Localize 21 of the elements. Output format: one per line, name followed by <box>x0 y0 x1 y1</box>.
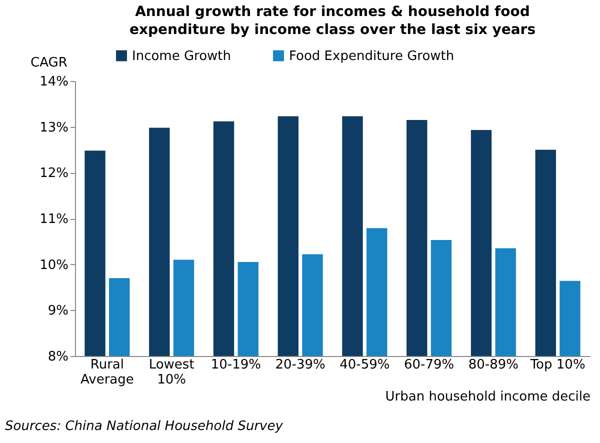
y-tick-label: 10% <box>40 258 68 273</box>
y-tick-label: 8% <box>48 350 68 364</box>
y-tick-label: 14% <box>40 74 68 90</box>
x-tick-label: 80-89% <box>468 358 519 372</box>
y-tick-label: 13% <box>40 120 68 136</box>
x-tick-label: Rural Average <box>80 358 134 388</box>
x-axis-title: Urban household income decile <box>385 390 590 404</box>
source-note: Sources: China National Household Survey <box>5 419 284 434</box>
x-tick-label: 10-19% <box>210 358 262 372</box>
x-tick-label: 40-59% <box>340 358 390 372</box>
legend-label: Food Expenditure Growth <box>289 48 454 64</box>
y-tick-label: 12% <box>40 166 68 182</box>
y-axis-title: CAGR <box>30 56 68 70</box>
x-tick-label: 20-39% <box>275 358 326 372</box>
x-tick-label: Lowest 10% <box>148 358 194 388</box>
x-tick-label: 60-79% <box>404 358 454 372</box>
y-tick-label: 9% <box>48 304 68 319</box>
legend-label: Income Growth <box>132 48 232 64</box>
y-tick-label: 11% <box>40 212 68 227</box>
chart-title: Annual growth rate for incomes & household food expenditure by income class over the last six years <box>129 4 536 38</box>
x-tick-label: Top 10% <box>529 358 586 372</box>
